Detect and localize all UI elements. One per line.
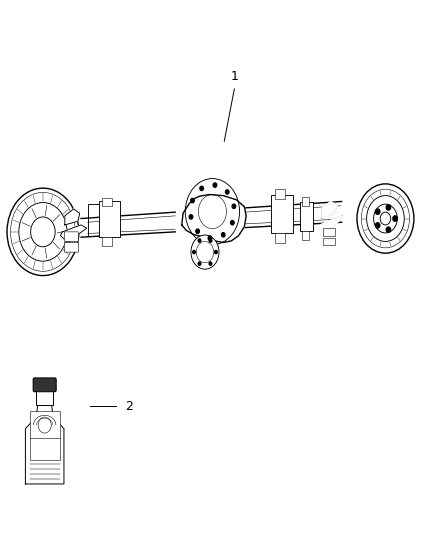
FancyBboxPatch shape xyxy=(30,411,60,461)
FancyBboxPatch shape xyxy=(102,198,112,206)
Polygon shape xyxy=(320,216,343,230)
Polygon shape xyxy=(60,225,87,243)
FancyBboxPatch shape xyxy=(275,233,285,243)
Circle shape xyxy=(215,251,217,254)
Circle shape xyxy=(393,216,397,221)
Text: 1: 1 xyxy=(230,70,238,83)
FancyBboxPatch shape xyxy=(300,202,313,231)
Text: 2: 2 xyxy=(125,400,133,413)
FancyBboxPatch shape xyxy=(302,197,309,206)
Circle shape xyxy=(209,262,212,265)
FancyBboxPatch shape xyxy=(88,204,105,236)
Circle shape xyxy=(191,198,194,203)
FancyBboxPatch shape xyxy=(36,390,53,405)
Circle shape xyxy=(208,236,212,240)
FancyBboxPatch shape xyxy=(64,243,78,252)
Polygon shape xyxy=(65,209,80,225)
Polygon shape xyxy=(25,405,64,484)
FancyBboxPatch shape xyxy=(323,238,335,245)
Circle shape xyxy=(200,186,203,190)
Circle shape xyxy=(375,209,380,214)
Polygon shape xyxy=(322,201,337,219)
Circle shape xyxy=(189,215,193,219)
Circle shape xyxy=(375,223,380,228)
Circle shape xyxy=(198,262,201,265)
FancyBboxPatch shape xyxy=(302,231,309,240)
FancyBboxPatch shape xyxy=(33,378,56,392)
Circle shape xyxy=(193,251,195,254)
Circle shape xyxy=(230,221,234,225)
FancyBboxPatch shape xyxy=(271,195,293,233)
Circle shape xyxy=(191,235,219,269)
Circle shape xyxy=(386,227,391,232)
Circle shape xyxy=(213,183,217,187)
FancyBboxPatch shape xyxy=(323,228,335,236)
Circle shape xyxy=(209,239,212,242)
Circle shape xyxy=(226,190,229,194)
Circle shape xyxy=(386,205,391,210)
Circle shape xyxy=(222,233,225,237)
FancyBboxPatch shape xyxy=(275,189,285,199)
FancyBboxPatch shape xyxy=(102,237,112,246)
FancyBboxPatch shape xyxy=(64,232,78,241)
FancyBboxPatch shape xyxy=(99,201,120,237)
Circle shape xyxy=(198,239,201,242)
Circle shape xyxy=(232,204,236,208)
Circle shape xyxy=(196,229,199,233)
Polygon shape xyxy=(182,195,246,243)
